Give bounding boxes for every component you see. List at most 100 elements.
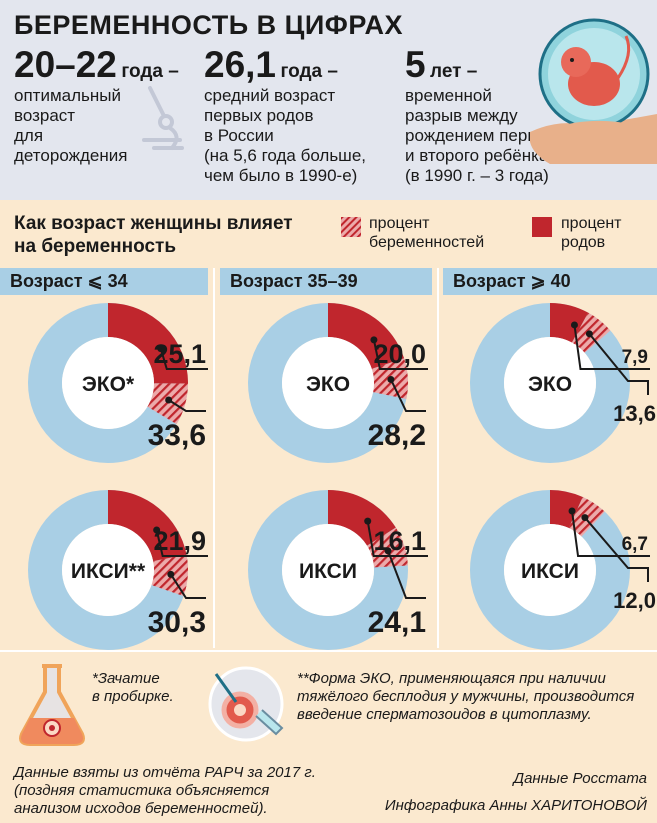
pregnancies-value-label: 30,3 (148, 606, 206, 639)
stat-desc-line: чем было в 1990-е) (204, 166, 358, 185)
births-slice (108, 303, 188, 384)
stat-desc-line: возраст (14, 106, 76, 125)
legend-line: процент (369, 215, 430, 232)
method-label: ИКСИ (299, 560, 357, 583)
divider (0, 650, 657, 652)
births-value-label: 21,9 (153, 526, 206, 556)
page-title: БЕРЕМЕННОСТЬ В ЦИФРАХ (14, 10, 403, 40)
legend-swatch-births (532, 217, 552, 237)
pregnancies-value-label: 28,2 (368, 419, 426, 452)
births-value-label: 7,9 (622, 347, 648, 368)
stat-birth-gap: 5 лет – временной разрыв между рождением… (405, 46, 561, 186)
leader-line (571, 510, 650, 557)
footnote-line: введение сперматозоидов в цитоплазму. (297, 706, 592, 723)
donut-hole (62, 337, 154, 429)
age-header-over-40: Возраст ⩾ 40 (443, 268, 657, 295)
leader-line (170, 573, 206, 599)
leader-line (588, 333, 649, 395)
births-slice (328, 303, 405, 369)
births-value-label: 16,1 (373, 526, 426, 556)
source-note: Данные взяты из отчёта РАРЧ за 2017 г. (… (14, 764, 316, 818)
footnote-line: в пробирке. (92, 688, 174, 705)
section-title: Как возраст женщины влияет на беременнос… (14, 212, 293, 258)
section-title-line: Как возраст женщины влияет (14, 213, 293, 234)
donut-hole (282, 524, 374, 616)
column-divider (437, 268, 439, 648)
method-label: ЭКО (306, 373, 350, 396)
leader-line (372, 339, 428, 370)
footnote-iksi: **Форма ЭКО, применяющаяся при наличии т… (297, 670, 634, 724)
stat-desc-line: средний возраст (204, 86, 336, 105)
footnote-line: анализом исходов беременностей). (14, 800, 268, 817)
microscope-icon (142, 86, 184, 150)
stat-desc-line: (на 5,6 года больше, (204, 146, 366, 165)
method-label: ЭКО (528, 373, 572, 396)
section-title-line: на беременность (14, 236, 177, 257)
leader-line (584, 516, 649, 582)
pregnancies-value-label: 12,0 (613, 588, 656, 613)
leader-line (159, 348, 208, 370)
footnote-line: Данные взяты из отчёта РАРЧ за 2017 г. (14, 764, 316, 781)
stat-desc-line: в России (204, 126, 274, 145)
stat-unit: года – (280, 61, 338, 82)
stat-desc-line: для (14, 126, 44, 145)
legend-line: процент (561, 215, 622, 232)
stat-value: 26,1 (204, 44, 277, 85)
donut-hole (504, 337, 596, 429)
method-label: ИКСИ** (71, 560, 146, 583)
age-header-35-39: Возраст 35–39 (220, 268, 432, 295)
leader-line (168, 399, 206, 412)
credit: Инфографика Анны ХАРИТОНОВОЙ (384, 797, 647, 814)
legend-line: беременностей (369, 234, 485, 251)
births-slice (550, 490, 583, 529)
births-slice (550, 303, 589, 343)
method-label: ЭКО* (82, 373, 135, 396)
donut-hole (504, 524, 596, 616)
pregnancy-illustration-icon (530, 18, 657, 164)
stat-first-birth-age: 26,1 года – средний возраст первых родов… (204, 46, 366, 186)
stat-optimal-age: 20–22 года – оптимальный возраст для дет… (14, 46, 179, 166)
stat-desc-line: деторождения (14, 146, 128, 165)
pregnancies-value-label: 24,1 (368, 606, 426, 639)
births-slice (108, 490, 187, 562)
footnote-line: (поздняя статистика объясняется (14, 782, 270, 799)
legend-label-births: процент родов (561, 214, 622, 252)
stat-desc-line: рождением первого (405, 126, 561, 145)
stat-desc-line: оптимальный (14, 86, 121, 105)
stat-desc-line: и второго ребёнка (405, 146, 549, 165)
stat-desc-line: (в 1990 г. – 3 года) (405, 166, 549, 185)
footnote-line: тяжёлого бесплодия у мужчины, производит… (297, 688, 635, 705)
leader-line (387, 550, 426, 599)
stat-desc-line: временной (405, 86, 492, 105)
donut-hole (62, 524, 154, 616)
footnote-line: **Форма ЭКО, применяющаяся при наличии (297, 670, 606, 687)
data-source: Данные Росстата (513, 770, 647, 787)
births-value-label: 6,7 (622, 534, 648, 555)
pregnancies-value-label: 33,6 (148, 419, 206, 452)
footnote-eko: *Зачатие в пробирке. (92, 670, 174, 706)
method-label: ИКСИ (521, 560, 579, 583)
pregnancies-slice (147, 383, 188, 425)
flask-icon (19, 664, 85, 746)
footnote-line: *Зачатие (92, 670, 160, 687)
stat-value: 5 (405, 44, 426, 85)
births-slice (328, 490, 396, 546)
pregnancies-value-label: 13,6 (613, 401, 656, 426)
age-header-under-34: Возраст ⩽ 34 (0, 268, 208, 295)
column-divider (213, 268, 215, 648)
micropipette-egg-icon (208, 666, 284, 742)
donut-charts: ЭКО* 25,1 33,6 ИКСИ** 21,9 30,3 ЭКО 20,0 28,2 ИКС… (28, 303, 656, 650)
stat-unit: года – (121, 61, 179, 82)
stat-desc-line: разрыв между (405, 106, 518, 125)
births-value-label: 20,0 (373, 339, 426, 369)
leader-line (389, 379, 426, 412)
stat-unit: лет – (430, 61, 478, 82)
leader-line (366, 520, 428, 557)
legend-line: родов (561, 234, 606, 251)
legend-label-pregnancies: процент беременностей (369, 214, 484, 252)
births-value-label: 25,1 (153, 339, 206, 369)
donut-hole (282, 337, 374, 429)
leader-line (155, 529, 208, 557)
stat-desc-line: первых родов (204, 106, 314, 125)
stat-value: 20–22 (14, 44, 117, 85)
